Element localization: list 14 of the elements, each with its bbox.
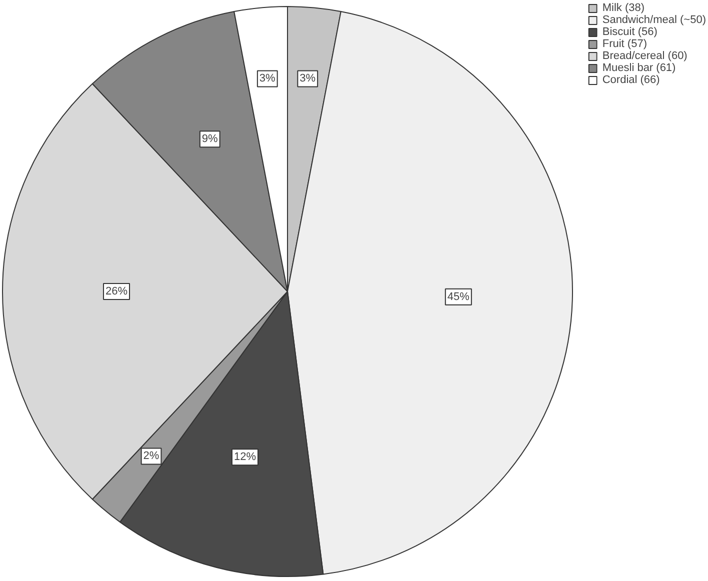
legend-label: Fruit (57) (602, 38, 647, 50)
legend-label: Cordial (66) (602, 74, 660, 86)
data-label: 12% (234, 451, 256, 464)
data-label: 26% (105, 286, 128, 298)
data-label: 3% (300, 72, 316, 85)
legend-label: Muesli bar (61) (602, 62, 676, 74)
legend-label: Milk (38) (602, 2, 645, 14)
legend-label: Sandwich/meal (~50) (602, 14, 706, 26)
data-label: 3% (259, 72, 276, 85)
data-label: 9% (202, 133, 218, 146)
data-label: 2% (143, 450, 160, 462)
data-label: 45% (447, 290, 470, 303)
legend-label: Bread/cereal (60) (602, 50, 688, 62)
legend-label: Biscuit (56) (602, 26, 658, 38)
